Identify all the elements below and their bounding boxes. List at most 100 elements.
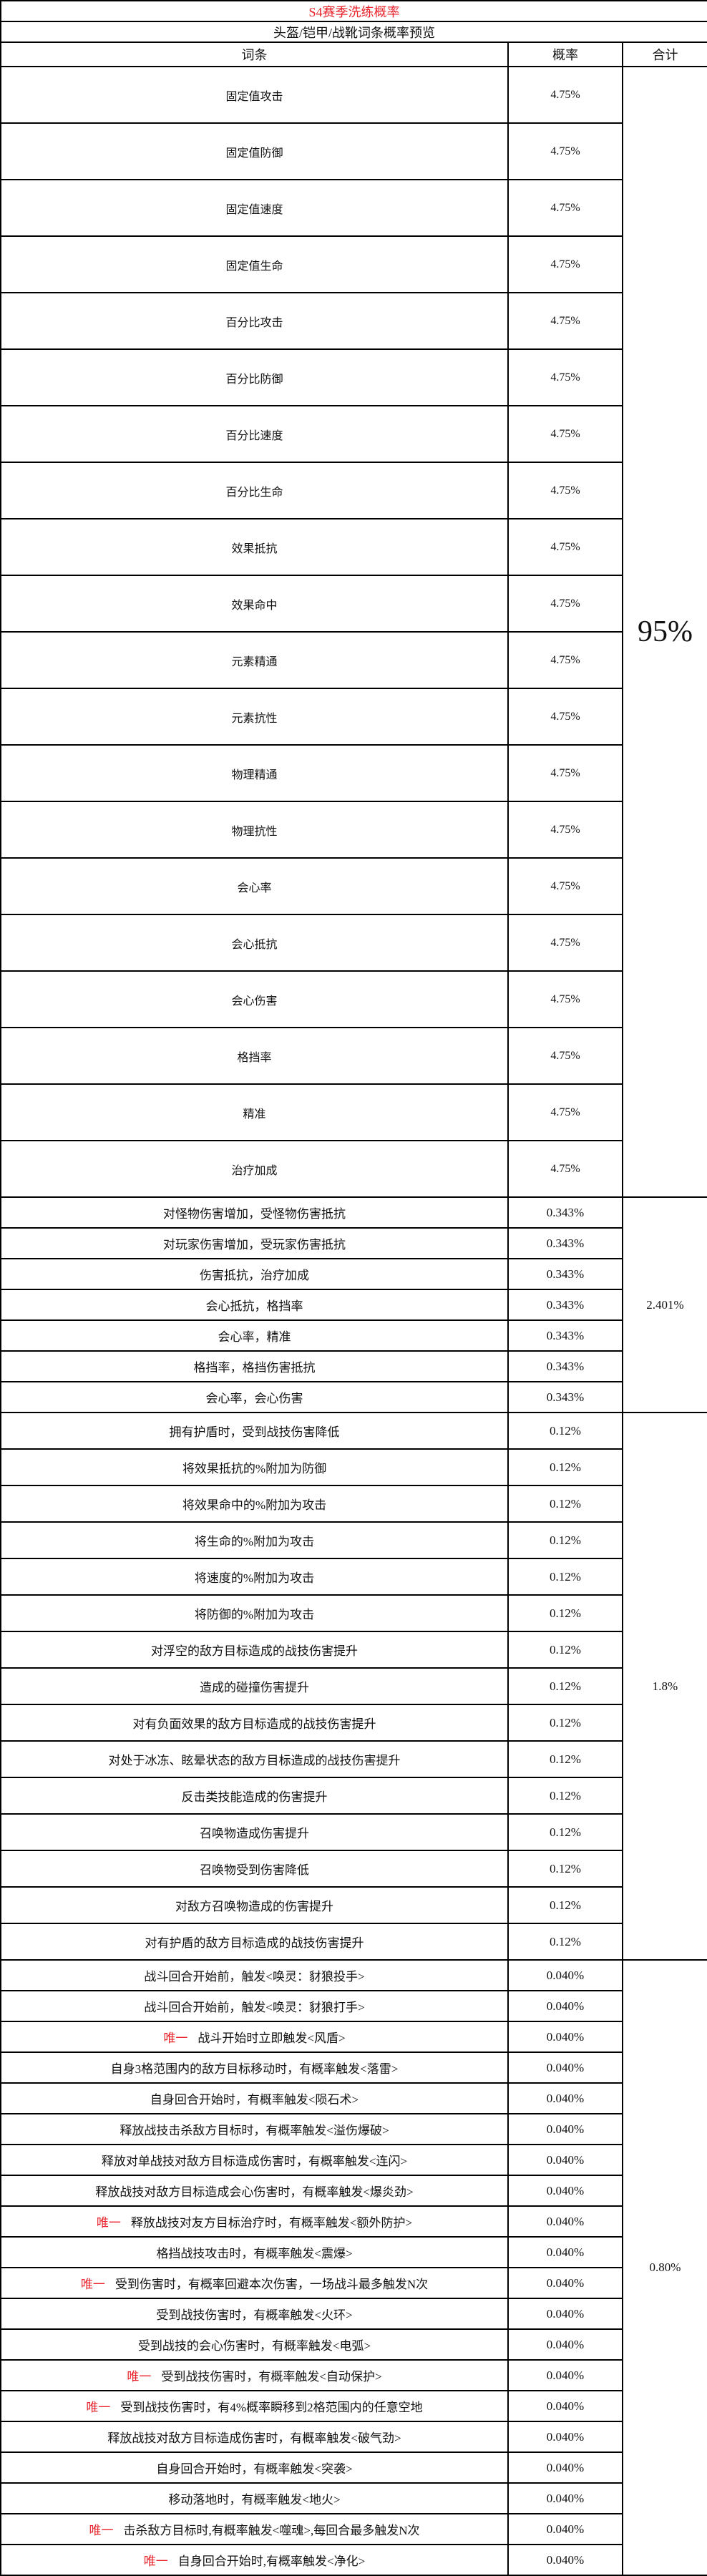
entry-text: 固定值速度 (225, 203, 283, 216)
table-row: 自身回合开始时，有概率触发<突袭> 0.040% (0, 2451, 707, 2484)
rate-cell: 4.75% (507, 179, 623, 237)
table-row: 对浮空的敌方目标造成的战技伤害提升 0.12% (0, 1631, 707, 1669)
rate-cell: 0.040% (507, 2513, 623, 2545)
entry-cell: 元素精通 (0, 631, 509, 689)
rate-cell: 4.75% (507, 122, 623, 180)
rate-cell: 0.040% (507, 2359, 623, 2391)
rate-cell: 0.040% (507, 2298, 623, 2330)
entry-cell: 固定值防御 (0, 122, 509, 180)
entry-cell: 百分比攻击 (0, 292, 509, 350)
entry-text: 会心率，精准 (218, 1330, 291, 1344)
entry-cell: 对浮空的敌方目标造成的战技伤害提升 (0, 1631, 509, 1669)
entry-text: 会心抵抗，格挡率 (205, 1299, 303, 1313)
table-row: 造成的碰撞伤害提升 0.12% (0, 1667, 707, 1705)
entry-text: 格挡战技攻击时，有概率触发<震爆> (156, 2247, 353, 2260)
entry-text: 释放战技对敌方目标造成伤害时，有概率触发<破气劲> (107, 2431, 401, 2445)
entry-cell: 战斗回合开始前，触发<唤灵：豺狼投手> (0, 1959, 509, 1991)
table-row: 会心率 4.75% (0, 857, 707, 915)
entry-cell: 受到战技伤害时，有概率触发<火环> (0, 2298, 509, 2330)
rate-cell: 0.12% (507, 1667, 623, 1705)
table-row: 元素抗性 4.75% (0, 688, 707, 746)
rate-cell: 0.12% (507, 1521, 623, 1559)
table-row: 会心率，会心伤害 0.343% (0, 1381, 707, 1413)
entry-cell: 拥有护盾时，受到战技伤害降低 (0, 1412, 509, 1450)
entry-text: 受到战技伤害时，有概率触发<自动保护> (161, 2370, 382, 2384)
table-row: 唯一 自身回合开始时,有概率触发<净化> 0.040% (0, 2544, 707, 2576)
table-row: 唯一 受到伤害时，有概率回避本次伤害，一场战斗最多触发N次 0.040% (0, 2267, 707, 2299)
entry-cell: 释放战技对敌方目标造成会心伤害时，有概率触发<爆炎劲> (0, 2175, 509, 2207)
table-row: 物理抗性 4.75% (0, 801, 707, 859)
table-row: 战斗回合开始前，触发<唤灵：豺狼投手> 0.040% 0.80% (0, 1959, 707, 2576)
table-row: 受到战技的会心伤害时，有概率触发<电弧> 0.040% (0, 2328, 707, 2361)
entry-text: 百分比速度 (225, 429, 283, 442)
table-row: 固定值生命 4.75% (0, 235, 707, 293)
rate-cell: 0.040% (507, 2421, 623, 2453)
table-row: 将生命的%附加为攻击 0.12% (0, 1521, 707, 1559)
entry-text: 会心抵抗 (231, 938, 278, 951)
rate-cell: 0.040% (507, 2144, 623, 2176)
entry-cell: 百分比生命 (0, 462, 509, 519)
rate-cell: 0.040% (507, 2390, 623, 2422)
entry-cell: 唯一 受到战技伤害时，有概率触发<自动保护> (0, 2359, 509, 2391)
entry-text: 效果抵抗 (231, 542, 278, 555)
entry-text: 对怪物伤害增加，受怪物伤害抵抗 (163, 1207, 346, 1221)
rate-cell: 0.040% (507, 2236, 623, 2268)
entry-text: 将速度的%附加为攻击 (194, 1571, 315, 1585)
table-row: 对怪物伤害增加，受怪物伤害抵抗 0.343% 2.401% (0, 1196, 707, 1413)
entry-cell: 固定值生命 (0, 235, 509, 293)
entry-cell: 移动落地时，有概率触发<地火> (0, 2482, 509, 2514)
entry-text: 对处于冰冻、眩晕状态的敌方目标造成的战技伤害提升 (108, 1754, 401, 1767)
table-row: 将速度的%附加为攻击 0.12% (0, 1558, 707, 1596)
rate-cell: 0.12% (507, 1777, 623, 1815)
header-rate: 概率 (507, 42, 623, 67)
entry-cell: 反击类技能造成的伤害提升 (0, 1777, 509, 1815)
entry-cell: 物理抗性 (0, 801, 509, 859)
rate-cell: 4.75% (507, 235, 623, 293)
table-row: 唯一 战斗开始时立即触发<风盾> 0.040% (0, 2021, 707, 2053)
entry-text: 释放战技对敌方目标造成会心伤害时，有概率触发<爆炎劲> (95, 2185, 414, 2199)
rate-cell: 0.040% (507, 2451, 623, 2484)
table-row: 元素精通 4.75% (0, 631, 707, 689)
table-row: 释放战技击杀敌方目标时，有概率触发<溢伤爆破> 0.040% (0, 2113, 707, 2145)
entry-cell: 对处于冰冻、眩晕状态的敌方目标造成的战技伤害提升 (0, 1740, 509, 1778)
table-row: 对有负面效果的敌方目标造成的战技伤害提升 0.12% (0, 1704, 707, 1742)
entry-text: 对浮空的敌方目标造成的战技伤害提升 (151, 1644, 358, 1658)
entry-cell: 将防御的%附加为攻击 (0, 1594, 509, 1632)
entry-text: 受到战技伤害时，有4%概率瞬移到2格范围内的任意空地 (120, 2401, 423, 2414)
entry-text: 召唤物造成伤害提升 (200, 1827, 309, 1840)
unique-tag: 唯一 (89, 2524, 114, 2537)
rate-cell: 4.75% (507, 1140, 623, 1198)
table-row: 将效果命中的%附加为攻击 0.12% (0, 1485, 707, 1523)
entry-cell: 会心伤害 (0, 970, 509, 1028)
rate-cell: 0.343% (507, 1227, 623, 1259)
entry-text: 自身回合开始时,有概率触发<净化> (177, 2555, 366, 2568)
rate-cell: 4.75% (507, 292, 623, 350)
entry-cell: 自身回合开始时，有概率触发<陨石术> (0, 2082, 509, 2114)
header-total: 合计 (621, 42, 707, 67)
entry-text: 受到伤害时，有概率回避本次伤害，一场战斗最多触发N次 (114, 2278, 429, 2291)
table-row: 唯一 释放战技对友方目标治疗时，有概率触发<额外防护> 0.040% (0, 2205, 707, 2238)
entry-text: 受到战技的会心伤害时，有概率触发<电弧> (137, 2339, 371, 2353)
entry-text: 将效果抵抗的%附加为防御 (182, 1462, 327, 1475)
entry-text: 元素精通 (231, 655, 278, 668)
table-row: 格挡率，格挡伤害抵抗 0.343% (0, 1350, 707, 1382)
rate-cell: 0.343% (507, 1289, 623, 1321)
table-subtitle: 头盔/铠甲/战靴词条概率预览 (0, 21, 707, 43)
entry-cell: 元素抗性 (0, 688, 509, 746)
entry-text: 自身3格范围内的敌方目标移动时，有概率触发<落雷> (110, 2062, 399, 2076)
rate-cell: 4.75% (507, 970, 623, 1028)
entry-text: 效果命中 (231, 599, 278, 612)
entry-text: 格挡率 (237, 1051, 272, 1064)
table-row: 百分比生命 4.75% (0, 462, 707, 519)
entry-cell: 召唤物受到伤害降低 (0, 1850, 509, 1888)
entry-cell: 释放战技对敌方目标造成伤害时，有概率触发<破气劲> (0, 2421, 509, 2453)
table-row: 对敌方召唤物造成的伤害提升 0.12% (0, 1886, 707, 1924)
section-total: 95% (621, 66, 707, 1198)
rate-cell: 4.75% (507, 857, 623, 915)
table-row: 对处于冰冻、眩晕状态的敌方目标造成的战技伤害提升 0.12% (0, 1740, 707, 1778)
rate-cell: 4.75% (507, 405, 623, 463)
rate-cell: 0.12% (507, 1813, 623, 1851)
entry-cell: 格挡率 (0, 1027, 509, 1085)
rate-cell: 0.343% (507, 1381, 623, 1413)
entry-text: 释放战技对友方目标治疗时，有概率触发<额外防护> (130, 2216, 413, 2230)
